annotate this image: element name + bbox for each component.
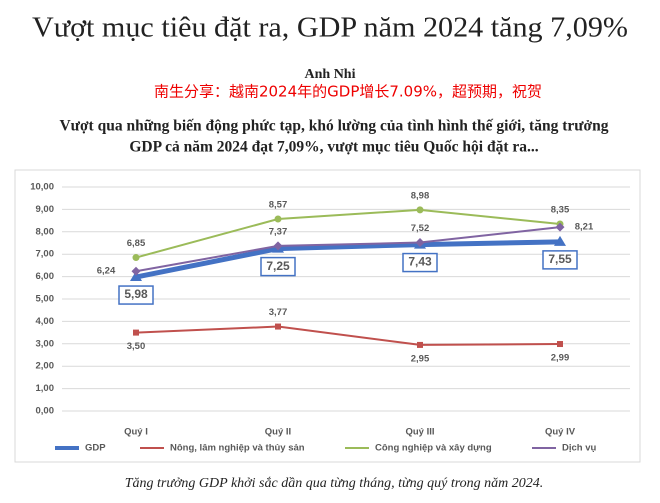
- y-tick-label: 10,00: [30, 182, 54, 193]
- data-label: 8,98: [411, 190, 430, 201]
- y-tick-label: 0,00: [36, 406, 55, 417]
- data-label: 6,24: [97, 266, 116, 277]
- data-label: 8,57: [269, 200, 288, 211]
- y-tick-label: 2,00: [36, 361, 55, 372]
- chart-frame: [14, 169, 641, 463]
- x-tick-label: Quý I: [124, 427, 148, 438]
- label-box: [402, 252, 438, 273]
- legend-label: Công nghiệp và xây dựng: [375, 443, 492, 454]
- marker: [132, 254, 140, 262]
- lead-line: Vượt qua những biến động phức tạp, khó l…: [59, 118, 608, 135]
- data-label: 8,35: [551, 204, 570, 215]
- x-tick-label: Quý II: [265, 427, 291, 438]
- series-line: [135, 239, 561, 280]
- y-tick-label: 6,00: [36, 271, 55, 282]
- x-tick-label: Quý IV: [545, 427, 576, 438]
- legend-label: Nông, lâm nghiệp và thủy sản: [170, 443, 305, 454]
- title: Vượt mục tiêu đặt ra, GDP năm 2024 tăng …: [32, 12, 628, 44]
- y-tick-label: 5,00: [36, 294, 55, 305]
- data-label: 7,37: [269, 226, 288, 237]
- data-label: 7,55: [548, 252, 572, 266]
- data-label: 3,77: [269, 307, 288, 318]
- chart: 0,00 1,00 2,00 3,00 4,00 5,00 6,00 7,00 8,00 9,00…: [30, 182, 630, 454]
- overlay-text: 南生分享：越南2024年的GDP增长7.09%，超预期，祝贺: [154, 83, 542, 101]
- data-label: 6,85: [127, 238, 146, 249]
- author: Anh Nhi: [305, 67, 356, 82]
- marker: [273, 241, 283, 251]
- data-label: 3,50: [127, 341, 146, 352]
- x-tick-label: Quý III: [405, 427, 434, 438]
- y-tick-label: 8,00: [36, 226, 55, 237]
- series-line: [135, 208, 561, 259]
- label-box: [260, 256, 296, 277]
- y-tick-label: 7,00: [36, 249, 55, 260]
- y-tick-label: 4,00: [36, 316, 55, 327]
- series-line: [135, 325, 561, 346]
- series-line: [135, 226, 561, 273]
- marker: [417, 341, 423, 348]
- caption: Tăng trưởng GDP khởi sắc dần qua từng th…: [125, 476, 544, 491]
- y-tick-label: 9,00: [36, 204, 55, 215]
- marker: [275, 323, 281, 330]
- label-box: [118, 285, 154, 305]
- data-label: 2,99: [551, 353, 570, 364]
- marker: [415, 238, 425, 248]
- legend-label: GDP: [85, 443, 106, 454]
- label-box: [542, 250, 578, 270]
- marker: [131, 266, 141, 276]
- legend-label: Dịch vụ: [562, 443, 597, 454]
- y-tick-label: 3,00: [36, 338, 55, 349]
- y-tick-label: 1,00: [36, 383, 55, 394]
- marker: [416, 206, 424, 214]
- data-label: 5,98: [124, 287, 148, 301]
- data-label: 7,43: [408, 255, 432, 269]
- lead-line: GDP cả năm 2024 đạt 7,09%, vượt mục tiêu…: [129, 139, 538, 156]
- marker: [554, 235, 566, 246]
- marker: [555, 222, 565, 232]
- marker: [130, 271, 142, 282]
- marker: [274, 215, 282, 223]
- data-label: 7,25: [266, 259, 290, 273]
- data-label: 2,95: [411, 353, 430, 364]
- data-label: 7,52: [411, 223, 430, 234]
- marker: [557, 341, 563, 348]
- marker: [133, 329, 139, 336]
- data-label: 8,21: [575, 222, 594, 233]
